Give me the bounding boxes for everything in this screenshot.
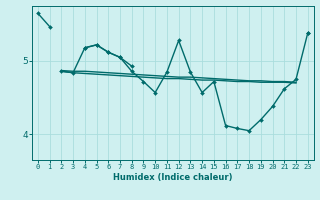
X-axis label: Humidex (Indice chaleur): Humidex (Indice chaleur) — [113, 173, 233, 182]
